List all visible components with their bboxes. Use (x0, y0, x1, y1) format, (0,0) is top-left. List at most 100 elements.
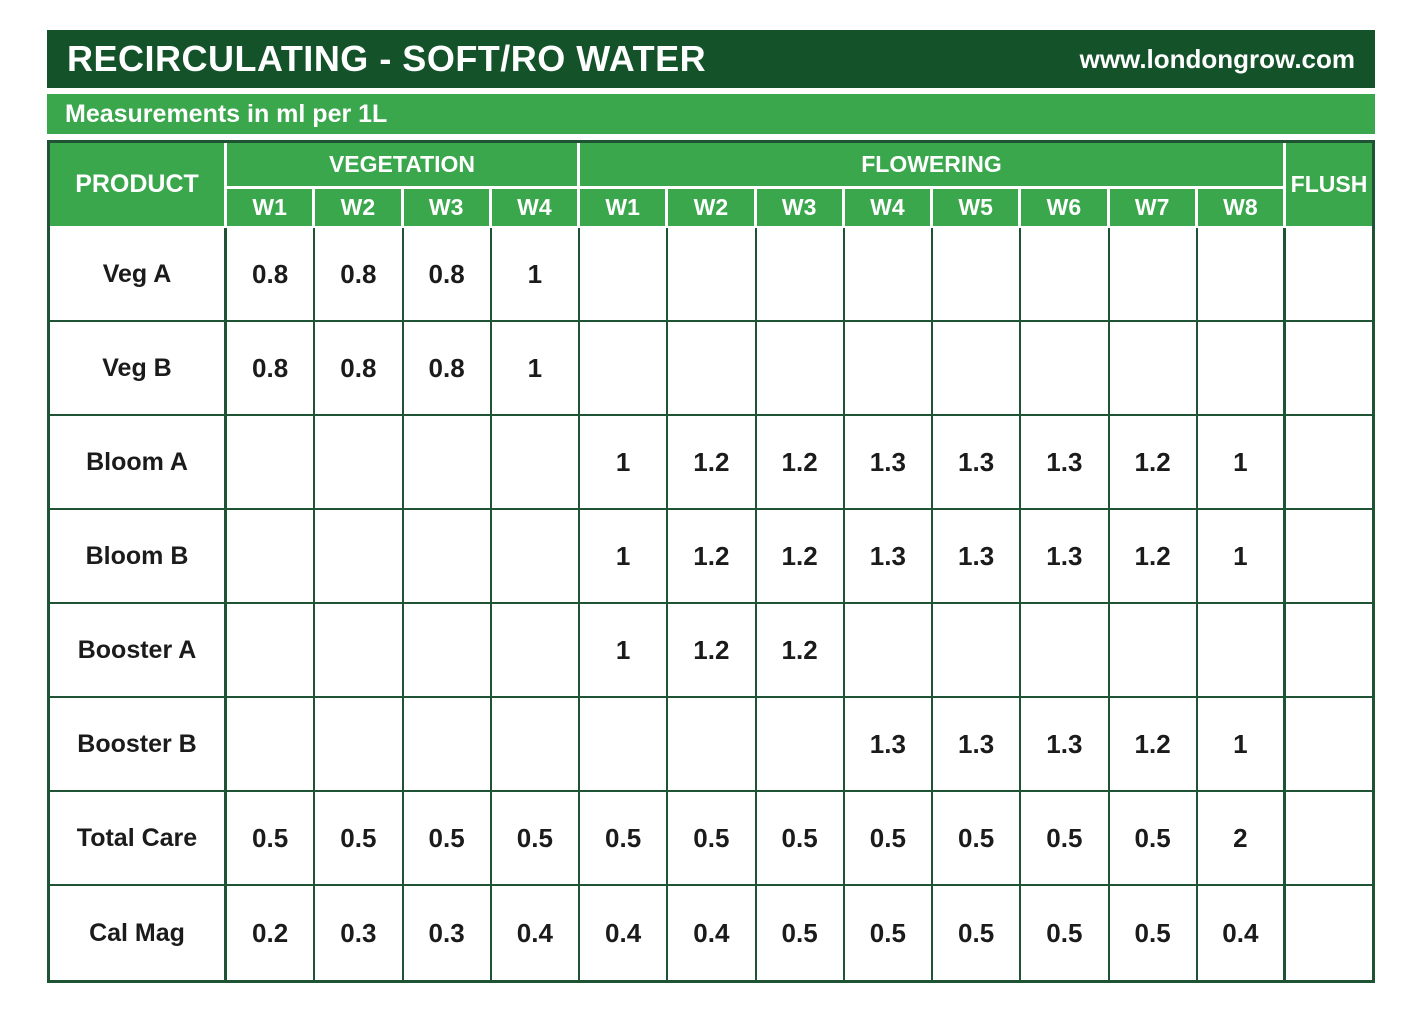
value-cell (1197, 322, 1286, 416)
value-cell (580, 228, 669, 322)
value-cell: 1 (1197, 510, 1286, 604)
product-name-cell: Total Care (50, 792, 227, 886)
value-cell: 0.5 (1109, 792, 1198, 886)
value-cell (668, 322, 757, 416)
veg-week-header-w1: W1 (227, 189, 316, 228)
value-cell: 0.5 (1109, 886, 1198, 980)
value-cell: 0.4 (668, 886, 757, 980)
value-cell (227, 510, 316, 604)
flush-cell (1286, 416, 1372, 510)
flow-week-header-w5: W5 (933, 189, 1022, 228)
value-cell: 0.4 (491, 886, 580, 980)
flush-cell (1286, 228, 1372, 322)
value-cell (1197, 228, 1286, 322)
flow-week-header-w1: W1 (580, 189, 669, 228)
value-cell: 1.2 (756, 604, 845, 698)
value-cell: 0.3 (403, 886, 492, 980)
measurements-label: Measurements in ml per 1L (65, 99, 388, 128)
value-cell (756, 322, 845, 416)
value-cell (403, 416, 492, 510)
value-cell: 0.8 (315, 228, 404, 322)
value-cell: 1.2 (668, 416, 757, 510)
value-cell: 1 (580, 604, 669, 698)
value-cell: 1.3 (933, 416, 1022, 510)
value-cell: 1.3 (933, 698, 1022, 792)
value-cell: 0.5 (315, 792, 404, 886)
value-cell: 0.3 (315, 886, 404, 980)
value-cell: 1.2 (1109, 510, 1198, 604)
value-cell: 1.2 (668, 604, 757, 698)
value-cell (668, 698, 757, 792)
value-cell (491, 698, 580, 792)
flush-cell (1286, 886, 1372, 980)
value-cell: 0.5 (933, 792, 1022, 886)
feeding-table: PRODUCT VEGETATION FLOWERING FLUSH W1 W2… (47, 140, 1375, 983)
value-cell (756, 228, 845, 322)
value-cell: 1.3 (844, 510, 933, 604)
value-cell: 1.3 (844, 416, 933, 510)
value-cell (491, 416, 580, 510)
value-cell: 0.5 (933, 886, 1022, 980)
value-cell: 0.8 (227, 322, 316, 416)
value-cell (933, 322, 1022, 416)
value-cell (580, 322, 669, 416)
value-cell: 0.5 (491, 792, 580, 886)
flowering-group-header: FLOWERING (580, 143, 1286, 189)
value-cell: 1 (491, 322, 580, 416)
flush-cell (1286, 792, 1372, 886)
flow-week-header-w3: W3 (756, 189, 845, 228)
product-name-cell: Veg B (50, 322, 227, 416)
value-cell: 1.3 (1021, 416, 1110, 510)
flow-week-header-w2: W2 (668, 189, 757, 228)
value-cell: 0.8 (227, 228, 316, 322)
flush-cell (1286, 510, 1372, 604)
value-cell: 1.2 (1109, 416, 1198, 510)
flow-week-header-w4: W4 (844, 189, 933, 228)
value-cell (1109, 322, 1198, 416)
value-cell: 1.3 (933, 510, 1022, 604)
value-cell: 0.5 (844, 792, 933, 886)
measurements-bar: Measurements in ml per 1L (47, 94, 1375, 134)
value-cell (668, 228, 757, 322)
value-cell (227, 416, 316, 510)
flow-week-header-w7: W7 (1109, 189, 1198, 228)
veg-week-header-w4: W4 (491, 189, 580, 228)
value-cell (403, 510, 492, 604)
value-cell: 1 (580, 416, 669, 510)
value-cell (1021, 228, 1110, 322)
value-cell: 1.3 (1021, 698, 1110, 792)
product-name-cell: Bloom A (50, 416, 227, 510)
value-cell (315, 416, 404, 510)
value-cell: 0.2 (227, 886, 316, 980)
value-cell: 0.5 (1021, 792, 1110, 886)
value-cell: 1 (491, 228, 580, 322)
value-cell: 1.3 (844, 698, 933, 792)
page-title: RECIRCULATING - SOFT/RO WATER (67, 38, 707, 79)
value-cell: 1 (1197, 416, 1286, 510)
vegetation-group-header: VEGETATION (227, 143, 580, 189)
website-url: www.londongrow.com (1079, 43, 1355, 74)
value-cell (403, 604, 492, 698)
value-cell (580, 698, 669, 792)
value-cell (844, 228, 933, 322)
product-name-cell: Bloom B (50, 510, 227, 604)
value-cell: 0.5 (580, 792, 669, 886)
product-name-cell: Booster A (50, 604, 227, 698)
feed-chart-content: RECIRCULATING - SOFT/RO WATER www.london… (47, 30, 1375, 983)
value-cell: 1 (580, 510, 669, 604)
veg-week-header-w2: W2 (315, 189, 404, 228)
product-column-header: PRODUCT (50, 143, 227, 228)
value-cell: 0.5 (227, 792, 316, 886)
value-cell: 1.2 (1109, 698, 1198, 792)
value-cell: 1.2 (756, 510, 845, 604)
value-cell: 0.5 (844, 886, 933, 980)
value-cell (1021, 604, 1110, 698)
flow-week-header-w8: W8 (1197, 189, 1286, 228)
value-cell: 0.5 (756, 886, 845, 980)
value-cell: 1.2 (756, 416, 845, 510)
veg-week-header-w3: W3 (403, 189, 492, 228)
value-cell (844, 322, 933, 416)
value-cell: 0.4 (580, 886, 669, 980)
flush-cell (1286, 322, 1372, 416)
